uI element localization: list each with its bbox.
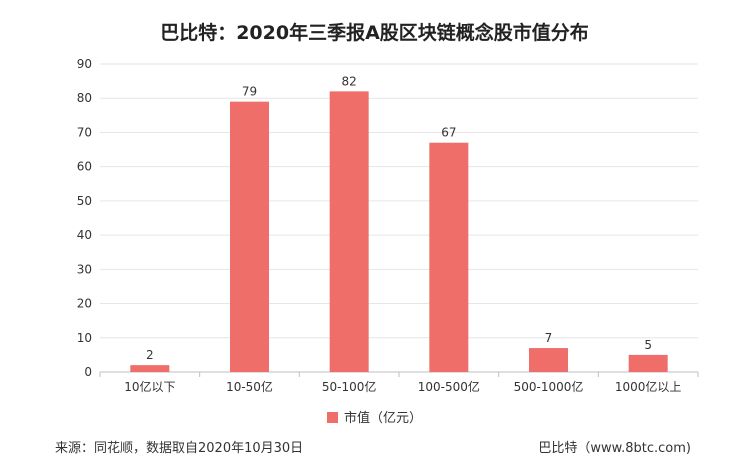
- x-tick-label: 10-50亿: [226, 379, 273, 394]
- y-tick-label: 80: [77, 91, 92, 105]
- bar: [130, 365, 170, 372]
- bar-chart: 0 10 20 30 40 50 60 70 80 90 2 10亿以下 79 10-50亿 82 50-10…: [77, 57, 699, 394]
- y-tick-label: 30: [77, 262, 92, 276]
- bar: [230, 101, 269, 373]
- source-note: 来源：同花顺，数据取自2020年10月30日: [55, 441, 304, 456]
- data-label: 7: [545, 331, 553, 345]
- x-tick-label: 10亿以下: [124, 379, 175, 394]
- y-tick-label: 60: [77, 160, 92, 174]
- y-tick-label: 40: [77, 228, 92, 242]
- bar: [329, 91, 369, 372]
- data-label: 2: [146, 348, 154, 362]
- legend-swatch: [326, 412, 338, 423]
- data-label: 67: [441, 126, 456, 140]
- x-tick-label: 100-500亿: [418, 379, 480, 394]
- legend: 市值（亿元）: [0, 407, 749, 426]
- bar: [628, 354, 668, 372]
- y-tick-label: 50: [77, 194, 92, 208]
- y-tick-label: 90: [77, 57, 92, 71]
- x-tick-label: 50-100亿: [322, 379, 377, 394]
- x-tick-label: 1000亿以上: [615, 379, 682, 394]
- x-tick-label: 500-1000亿: [514, 379, 584, 394]
- chart-title: 巴比特：2020年三季报A股区块链概念股市值分布: [160, 22, 589, 44]
- brand-note: 巴比特（www.8btc.com): [538, 441, 691, 456]
- y-tick-label: 70: [77, 125, 92, 139]
- y-tick-label: 20: [77, 297, 92, 311]
- y-tick-label: 0: [84, 365, 92, 379]
- y-tick-label: 10: [77, 331, 92, 345]
- data-label: 79: [242, 85, 257, 99]
- data-label: 5: [644, 338, 652, 352]
- legend-label: 市值（亿元）: [343, 411, 422, 426]
- bar: [529, 348, 568, 372]
- data-label: 82: [342, 74, 357, 88]
- bar: [429, 142, 469, 372]
